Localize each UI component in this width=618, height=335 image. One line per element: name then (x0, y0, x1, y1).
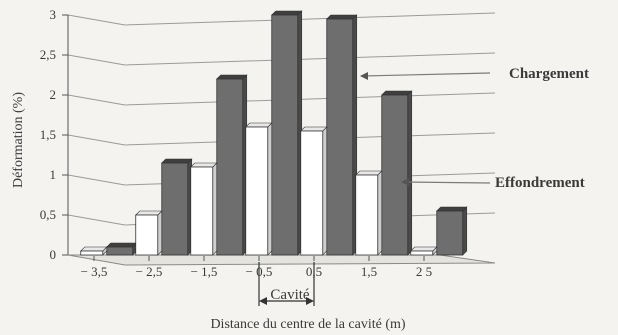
bar-effondrement-side (322, 126, 328, 256)
bars (80, 10, 468, 256)
bar-effondrement-top (245, 122, 273, 128)
legend-pointer-effondrement (403, 181, 491, 184)
x-tick-label: − 1,5 (191, 264, 218, 279)
bar-effondrement-side (377, 170, 383, 256)
bar-chargement-top (436, 206, 468, 212)
x-tick-label: 2 5 (416, 264, 432, 279)
bar-effondrement-face (80, 250, 104, 256)
x-tick-label: 1,5 (361, 264, 377, 279)
x-tick-label: − 2,5 (136, 264, 163, 279)
gridline (67, 132, 496, 146)
bar-effondrement-top (80, 246, 108, 252)
legend-label-chargement: Chargement (509, 66, 589, 82)
y-tick-label: 0 (50, 247, 57, 262)
bar-chargement-top (271, 10, 303, 16)
bar-effondrement-face (355, 174, 379, 256)
bar-chargement-face (436, 210, 464, 256)
bar-effondrement-top (300, 126, 328, 132)
cavity-label: Cavité (270, 287, 309, 303)
bar-chargement-top (106, 242, 138, 248)
bar-effondrement-top (410, 246, 438, 252)
bar-effondrement-top (355, 170, 383, 176)
x-axis-label: Distance du centre de la cavité (m) (210, 317, 405, 332)
bar-effondrement-side (267, 122, 273, 256)
bar-effondrement (190, 162, 218, 256)
bar-chargement-top (161, 158, 193, 164)
bar-effondrement (410, 246, 438, 256)
x-tick-label: − 3,5 (81, 264, 108, 279)
bar-chargement-top (216, 74, 248, 80)
bar-effondrement-face (245, 126, 269, 256)
bar-chargement-top (381, 90, 413, 96)
y-tick-label: 2 (50, 87, 57, 102)
bar-chargement (381, 90, 413, 256)
bar-chargement-side (407, 90, 413, 256)
bar-chargement (216, 74, 248, 256)
y-tick-label: 3 (50, 7, 57, 22)
bar-effondrement (300, 126, 328, 256)
bar-chargement-face (326, 18, 354, 256)
legend-pointer-chargement (362, 72, 491, 77)
bar-effondrement (355, 170, 383, 256)
gridline (67, 92, 496, 106)
bar-effondrement-face (300, 130, 324, 256)
y-tick-label: 1,5 (40, 127, 56, 142)
legend-arrow-chargement (360, 72, 368, 80)
bar-effondrement-face (135, 214, 159, 256)
legend: Chargement Effondrement (360, 66, 589, 191)
y-tick-label: 2,5 (40, 47, 56, 62)
legend-arrow-effondrement (401, 178, 409, 186)
bar-effondrement-side (157, 210, 163, 256)
gridline (67, 12, 496, 26)
bar-chargement (161, 158, 193, 256)
bar-chargement-face (381, 94, 409, 256)
bar-effondrement (80, 246, 108, 256)
bar-effondrement (135, 210, 163, 256)
bar-chargement-top (326, 14, 358, 20)
bar-chargement-face (271, 14, 299, 256)
cavity-arrow-right (306, 297, 314, 305)
cavity-range (258, 262, 315, 306)
bar-effondrement-top (135, 210, 163, 216)
gridline (67, 52, 496, 66)
y-axis-label: Déformation (%) (11, 92, 26, 188)
bar-effondrement (245, 122, 273, 256)
bar-chargement-side (462, 206, 468, 256)
bar-effondrement-side (212, 162, 218, 256)
y-tick-label: 0,5 (40, 207, 56, 222)
y-axis: 0 0,5 1 1,5 2 2,5 3 (40, 7, 69, 262)
legend-label-effondrement: Effondrement (495, 175, 585, 191)
bar-chargement (436, 206, 468, 256)
y-tick-label: 1 (50, 167, 57, 182)
cavity-arrow-left (259, 297, 267, 305)
bar-effondrement-face (190, 166, 214, 256)
bar-chargement-face (161, 162, 189, 256)
bar-chargement (271, 10, 303, 256)
bar-chargement-face (216, 78, 244, 256)
bar-chargement (326, 14, 358, 256)
bar-chargement (106, 242, 138, 256)
bar-effondrement-face (410, 250, 434, 256)
bar-chargement-face (106, 246, 134, 256)
bar-effondrement-top (190, 162, 218, 168)
